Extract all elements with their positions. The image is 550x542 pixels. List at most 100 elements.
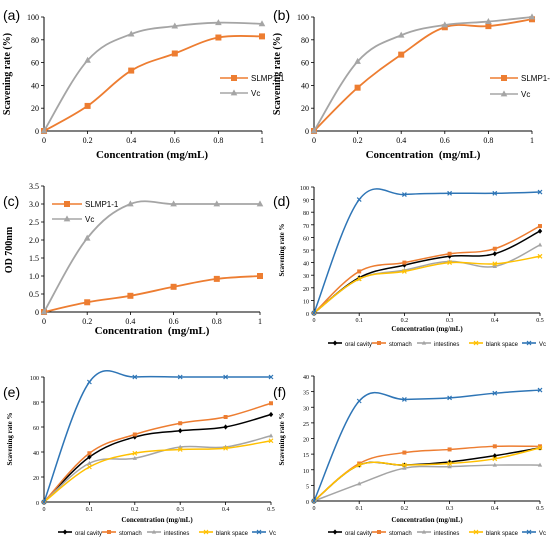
y-axis-title: Scavening rate % — [278, 413, 286, 466]
x-tick-label: 0.8 — [483, 136, 493, 145]
series-line-slmp1-1 — [43, 275, 261, 313]
series-line-oral-cavity — [313, 230, 541, 314]
x-tick-label: 0.1 — [355, 506, 363, 512]
data-point-vc — [127, 200, 134, 207]
data-point-vc — [537, 189, 543, 195]
y-tick-label: 60 — [303, 236, 309, 242]
x-tick-label: 0.2 — [83, 136, 93, 145]
series-line-blank-space — [43, 440, 272, 503]
series-line-intestines — [43, 435, 272, 503]
y-tick-label: 80 — [301, 36, 309, 45]
legend-label: oral cavity — [345, 531, 372, 537]
x-tick-label: 0.8 — [212, 317, 222, 326]
legend-label: stomach — [119, 531, 142, 537]
series-blank-space — [311, 445, 543, 504]
data-point-blank-space — [132, 450, 138, 456]
y-tick-label: 1.0 — [29, 272, 39, 281]
data-point-vc — [401, 397, 407, 402]
x-tick-label: 0 — [313, 506, 316, 512]
chart-panel-5: (f) 0 5 10 15 20 25 30 35 40 0 0.1 0.2 0.3 0.4 0.5 Conce… — [273, 375, 546, 537]
x-tick-label: 0.1 — [355, 318, 363, 324]
data-point-vc — [132, 374, 138, 380]
data-point-vc — [83, 234, 91, 241]
data-point-blank-space — [86, 464, 92, 470]
x-tick-label: 1 — [530, 136, 534, 145]
data-point-slmp1-1 — [485, 23, 492, 30]
data-point-blank-space — [223, 445, 229, 451]
x-tick-label: 1 — [258, 317, 262, 326]
legend: SLMP1-1 Vc — [52, 200, 119, 224]
legend-marker — [62, 529, 68, 535]
panel-label: (e) — [3, 384, 20, 400]
data-point-blank-space — [356, 276, 362, 282]
y-tick-label: 100 — [300, 186, 309, 192]
series-line-blank-space — [313, 255, 541, 314]
x-tick-label: 0.2 — [82, 317, 92, 326]
x-tick-label: 0.4 — [491, 318, 499, 324]
y-tick-label: 35 — [303, 391, 309, 397]
data-point-vc — [256, 200, 264, 207]
data-point-intestines — [357, 481, 362, 486]
y-tick-label: 0 — [305, 127, 309, 136]
y-tick-label: 0 — [35, 308, 39, 317]
data-point-stomach — [538, 224, 542, 229]
y-tick-label: 100 — [27, 13, 39, 22]
series-oral-cavity — [311, 445, 543, 504]
series-line-vc — [313, 389, 541, 502]
chart-panel-0: (a) 0 20 40 60 80 100 0 0.2 0.4 0.6 0.8 1 Concentrati… — [2, 7, 285, 161]
data-point-blank-space — [268, 438, 274, 444]
y-tick-label: 50 — [303, 249, 309, 255]
y-tick-label: 100 — [297, 13, 309, 22]
y-tick-label: 60 — [33, 426, 39, 432]
data-point-vc — [447, 190, 453, 196]
data-point-blank-space — [401, 268, 407, 274]
x-tick-label: 0.5 — [536, 318, 544, 324]
data-point-slmp1-1 — [128, 67, 135, 74]
legend-marker — [500, 90, 508, 97]
x-tick-label: 0.1 — [86, 507, 94, 513]
x-tick-label: 0.4 — [396, 136, 406, 145]
data-point-vc — [528, 13, 536, 20]
legend-label: stomach — [389, 531, 412, 537]
legend-marker — [526, 340, 532, 346]
y-tick-label: 3.5 — [29, 182, 39, 191]
legend-label: SLMP1-1 — [251, 74, 285, 83]
legend-label: SLMP1-1 — [85, 200, 119, 209]
chart-panel-1: (b) 0 20 40 60 80 100 0 0.2 0.4 0.6 0.8 1 Concentrati… — [272, 7, 550, 161]
y-tick-label: 100 — [30, 376, 39, 382]
x-tick-label: 0 — [42, 136, 46, 145]
legend-label: Vc — [539, 342, 546, 348]
data-point-stomach — [269, 401, 273, 406]
data-point-vc — [537, 387, 543, 393]
data-point-intestines — [87, 460, 92, 465]
x-tick-label: 0 — [42, 317, 46, 326]
chart-panel-2: (c) 0 0.5 1.0 1.5 2.0 2.5 3.0 3.5 0 0.2 0.4 0.6 0.8 1 C… — [3, 182, 264, 337]
data-point-intestines — [492, 263, 497, 268]
legend-label: stomach — [389, 342, 412, 348]
series-vc — [40, 19, 266, 134]
data-point-vc — [268, 374, 274, 380]
data-point-oral-cavity — [178, 428, 183, 434]
y-tick-label: 30 — [303, 406, 309, 412]
data-point-intestines — [492, 462, 497, 467]
data-point-slmp1-1 — [215, 34, 222, 41]
y-tick-label: 20 — [303, 438, 309, 444]
data-point-oral-cavity — [268, 411, 274, 418]
series-vc — [310, 13, 536, 134]
y-tick-label: 40 — [31, 81, 39, 90]
y-tick-label: 40 — [303, 262, 309, 268]
data-point-vc — [86, 379, 92, 385]
panel-label: (a) — [3, 7, 20, 23]
y-tick-label: 25 — [303, 422, 309, 428]
data-point-intestines — [402, 465, 407, 470]
data-point-vc — [215, 19, 222, 26]
y-tick-label: 20 — [301, 104, 309, 113]
legend-marker — [421, 529, 427, 534]
series-line-slmp1-1 — [43, 34, 263, 132]
data-point-blank-space — [177, 447, 183, 452]
data-point-oral-cavity — [87, 454, 92, 460]
y-tick-label: 20 — [31, 104, 39, 113]
data-point-vc — [127, 30, 135, 37]
data-point-intestines — [537, 462, 543, 467]
legend-label: oral cavity — [345, 342, 372, 348]
